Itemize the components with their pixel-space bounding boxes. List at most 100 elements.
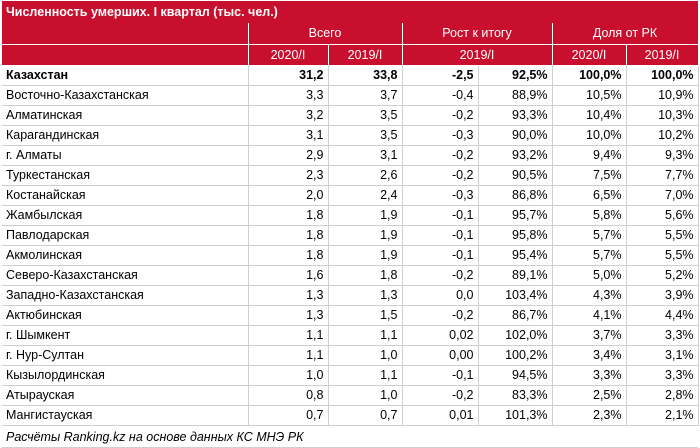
cell-total-2020: 1,0 xyxy=(248,365,329,386)
cell-total-2020: 1,8 xyxy=(248,245,329,266)
cell-share-2019: 4,4% xyxy=(626,305,699,326)
cell-total-2020: 1,8 xyxy=(248,225,329,246)
cell-growth-pct: 89,1% xyxy=(478,265,553,286)
cell-growth-diff: -0,2 xyxy=(402,385,479,406)
cell-region: Актюбинская xyxy=(2,305,249,326)
cell-total-2020: 1,6 xyxy=(248,265,329,286)
header-share-2020: 2020/I xyxy=(552,44,627,66)
header-blank-cell xyxy=(2,44,249,66)
cell-growth-pct: 83,3% xyxy=(478,385,553,406)
cell-total-2020: 1,8 xyxy=(248,205,329,226)
cell-share-2020: 5,7% xyxy=(552,225,627,246)
source-footnote: Расчёты Ranking.kz на основе данных КС М… xyxy=(2,426,698,448)
table-row: Карагандинская 3,1 3,5 -0,3 90,0% 10,0% 10,2% xyxy=(2,125,699,146)
cell-total-2019: 1,1 xyxy=(328,365,403,386)
cell-total-2019: 1,5 xyxy=(328,305,403,326)
cell-growth-pct: 90,0% xyxy=(478,125,553,146)
cell-total-2019: 1,3 xyxy=(328,285,403,306)
table-row: Атырауская 0,8 1,0 -0,2 83,3% 2,5% 2,8% xyxy=(2,385,699,406)
cell-growth-diff: -0,2 xyxy=(402,265,479,286)
cell-growth-diff: -0,3 xyxy=(402,185,479,206)
cell-region: Карагандинская xyxy=(2,125,249,146)
table-row: Костанайская 2,0 2,4 -0,3 86,8% 6,5% 7,0% xyxy=(2,185,699,206)
cell-region: г. Алматы xyxy=(2,145,249,166)
cell-share-2020: 2,3% xyxy=(552,405,627,426)
table-title: Численность умерших. I квартал (тыс. чел… xyxy=(2,1,698,23)
cell-share-2020: 2,5% xyxy=(552,385,627,406)
cell-total-2019: 0,7 xyxy=(328,405,403,426)
cell-total-2019: 1,0 xyxy=(328,345,403,366)
cell-share-2019: 5,2% xyxy=(626,265,699,286)
cell-growth-diff: 0,01 xyxy=(402,405,479,426)
cell-growth-diff: -0,1 xyxy=(402,365,479,386)
cell-growth-pct: 93,2% xyxy=(478,145,553,166)
table-row: Актюбинская 1,3 1,5 -0,2 86,7% 4,1% 4,4% xyxy=(2,305,699,326)
cell-share-2020: 4,1% xyxy=(552,305,627,326)
cell-total-2019: 1,8 xyxy=(328,265,403,286)
header-row-groups: Всего Рост к итогу Доля от РК xyxy=(2,23,699,45)
cell-total-2020: 2,3 xyxy=(248,165,329,186)
cell-total-2019: 1,9 xyxy=(328,245,403,266)
cell-total-2019: 1,9 xyxy=(328,205,403,226)
cell-share-2020: 4,3% xyxy=(552,285,627,306)
cell-total-2020: 3,2 xyxy=(248,105,329,126)
cell-region: Костанайская xyxy=(2,185,249,206)
table-row: Павлодарская 1,8 1,9 -0,1 95,8% 5,7% 5,5% xyxy=(2,225,699,246)
cell-region: Казахстан xyxy=(2,65,249,86)
cell-growth-pct: 94,5% xyxy=(478,365,553,386)
cell-share-2019: 3,3% xyxy=(626,365,699,386)
cell-share-2019: 7,7% xyxy=(626,165,699,186)
cell-share-2019: 2,1% xyxy=(626,405,699,426)
cell-region: Жамбылская xyxy=(2,205,249,226)
cell-growth-diff: -2,5 xyxy=(402,65,479,86)
cell-total-2020: 0,7 xyxy=(248,405,329,426)
cell-growth-pct: 103,4% xyxy=(478,285,553,306)
cell-share-2019: 3,9% xyxy=(626,285,699,306)
cell-share-2020: 9,4% xyxy=(552,145,627,166)
header-growth-period: 2019/I xyxy=(402,44,553,66)
cell-share-2020: 7,5% xyxy=(552,165,627,186)
cell-share-2019: 2,8% xyxy=(626,385,699,406)
cell-share-2020: 3,4% xyxy=(552,345,627,366)
cell-growth-diff: -0,1 xyxy=(402,225,479,246)
cell-total-2019: 1,0 xyxy=(328,385,403,406)
cell-total-2020: 0,8 xyxy=(248,385,329,406)
cell-growth-pct: 100,2% xyxy=(478,345,553,366)
cell-region: Туркестанская xyxy=(2,165,249,186)
table-row: г. Шымкент 1,1 1,1 0,02 102,0% 3,7% 3,3% xyxy=(2,325,699,346)
cell-share-2019: 10,2% xyxy=(626,125,699,146)
table-row: Туркестанская 2,3 2,6 -0,2 90,5% 7,5% 7,7% xyxy=(2,165,699,186)
header-total: Всего xyxy=(248,23,403,45)
cell-total-2019: 1,1 xyxy=(328,325,403,346)
cell-share-2019: 3,1% xyxy=(626,345,699,366)
table-row: Восточно-Казахстанская 3,3 3,7 -0,4 88,9% 10,… xyxy=(2,85,699,106)
cell-total-2020: 3,3 xyxy=(248,85,329,106)
header-total-2020: 2020/I xyxy=(248,44,329,66)
cell-total-2019: 3,5 xyxy=(328,105,403,126)
cell-growth-diff: 0,00 xyxy=(402,345,479,366)
cell-region: г. Нур-Султан xyxy=(2,345,249,366)
cell-growth-pct: 88,9% xyxy=(478,85,553,106)
cell-total-2019: 3,5 xyxy=(328,125,403,146)
cell-region: Мангистауская xyxy=(2,405,249,426)
cell-share-2019: 100,0% xyxy=(626,65,699,86)
table-row: Мангистауская 0,7 0,7 0,01 101,3% 2,3% 2,1% xyxy=(2,405,699,426)
cell-region: Восточно-Казахстанская xyxy=(2,85,249,106)
header-growth: Рост к итогу xyxy=(402,23,553,45)
cell-region: Кызылординская xyxy=(2,365,249,386)
cell-growth-diff: -0,2 xyxy=(402,145,479,166)
cell-share-2019: 5,6% xyxy=(626,205,699,226)
cell-growth-diff: -0,2 xyxy=(402,165,479,186)
cell-growth-pct: 93,3% xyxy=(478,105,553,126)
cell-growth-pct: 95,8% xyxy=(478,225,553,246)
header-share-2019: 2019/I xyxy=(626,44,699,66)
header-blank-cell xyxy=(2,23,249,45)
cell-share-2019: 10,9% xyxy=(626,85,699,106)
cell-total-2020: 3,1 xyxy=(248,125,329,146)
cell-growth-diff: -0,2 xyxy=(402,305,479,326)
cell-share-2020: 3,7% xyxy=(552,325,627,346)
cell-total-2020: 1,3 xyxy=(248,305,329,326)
cell-share-2019: 5,5% xyxy=(626,225,699,246)
table-row-total: Казахстан 31,2 33,8 -2,5 92,5% 100,0% 100,0% xyxy=(2,65,699,86)
